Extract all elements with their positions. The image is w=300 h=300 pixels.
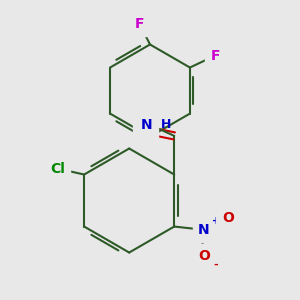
Text: F: F: [210, 49, 220, 63]
Text: Cl: Cl: [50, 162, 65, 176]
Text: O: O: [139, 123, 151, 137]
Text: N: N: [198, 223, 210, 236]
Text: F: F: [135, 17, 144, 31]
Text: H: H: [161, 118, 172, 131]
Text: +: +: [212, 216, 220, 226]
Text: -: -: [214, 260, 218, 270]
Text: O: O: [222, 211, 234, 225]
Text: N: N: [141, 118, 153, 132]
Text: O: O: [198, 249, 210, 263]
